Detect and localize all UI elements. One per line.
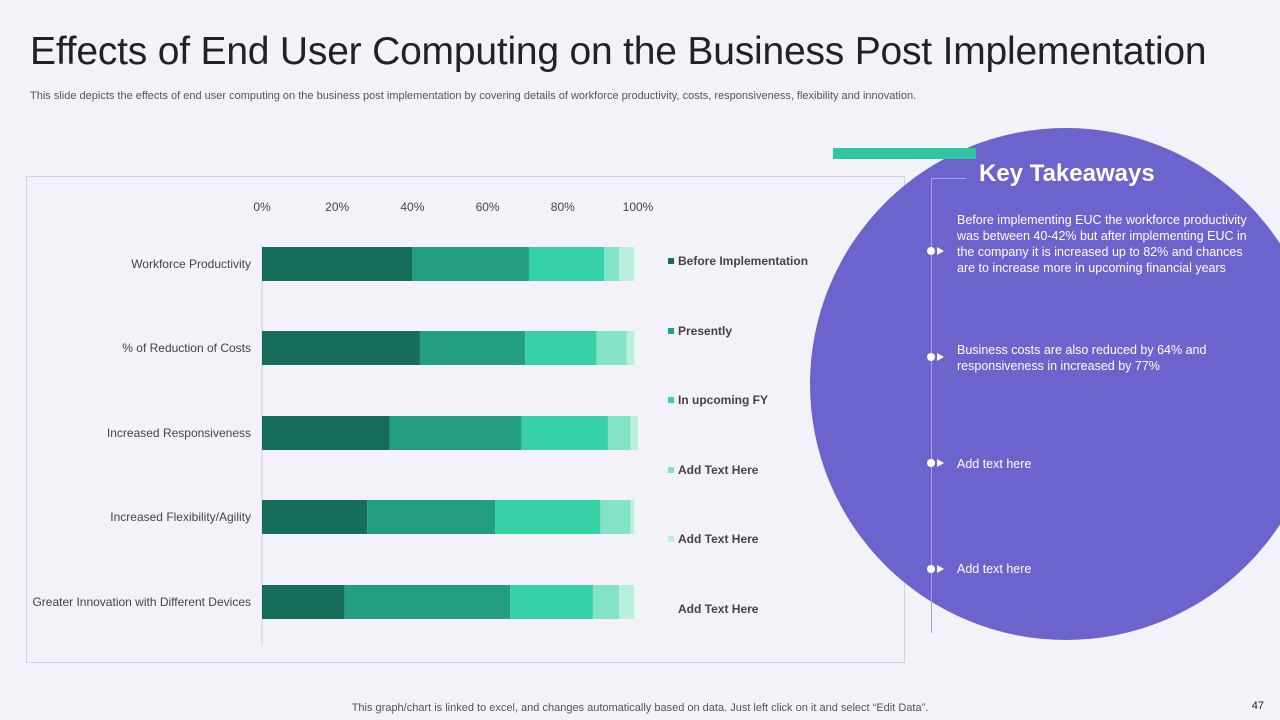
bar-segment xyxy=(596,331,627,365)
bar-segment xyxy=(619,247,635,281)
legend-label: Add Text Here xyxy=(678,463,759,477)
page-number: 47 xyxy=(1251,700,1264,712)
slide-subtitle: This slide depicts the effects of end us… xyxy=(30,90,917,102)
bar-segment xyxy=(634,331,638,365)
legend-swatch xyxy=(668,467,674,473)
accent-bar xyxy=(833,148,976,159)
category-label: Greater Innovation with Different Device… xyxy=(32,595,251,609)
x-tick-label: 0% xyxy=(253,200,271,214)
category-label: Workforce Productivity xyxy=(131,257,251,271)
key-takeaways-title: Key Takeaways xyxy=(979,160,1155,187)
bar-segment xyxy=(634,247,638,281)
bar-segment xyxy=(528,247,605,281)
takeaway-item-2: Business costs are also reduced by 64% a… xyxy=(957,343,1207,373)
takeaway-item-4: Add text here xyxy=(957,562,1032,576)
legend-label: Add Text Here xyxy=(678,532,759,546)
legend-swatch xyxy=(668,328,674,334)
legend-label: Presently xyxy=(678,324,732,338)
bar-segment xyxy=(600,500,631,534)
bar-segment xyxy=(592,585,620,619)
x-tick-label: 100% xyxy=(623,200,654,214)
chart-canvas: 0% 20% 40% 60% 80% 100% Workforce Productivity… xyxy=(32,200,808,645)
x-tick-label: 80% xyxy=(551,200,575,214)
bullet-marker-icon xyxy=(927,458,947,468)
x-tick-label: 60% xyxy=(476,200,500,214)
bar-segment xyxy=(344,585,511,619)
bullet-marker-icon xyxy=(927,352,947,362)
bullet-marker-icon xyxy=(927,246,947,256)
bar-segment xyxy=(634,500,638,534)
bar-segment xyxy=(262,500,368,534)
bar-segment xyxy=(607,416,631,450)
timeline-line xyxy=(931,178,932,633)
bullet-marker-icon xyxy=(927,564,947,574)
legend-label: Add Text Here xyxy=(678,602,759,616)
legend-label: In upcoming FY xyxy=(678,393,768,407)
takeaway-item-3: Add text here xyxy=(957,457,1032,471)
legend-swatch xyxy=(668,397,674,403)
slide-title: Effects of End User Computing on the Bus… xyxy=(30,30,1207,73)
bar-segment xyxy=(630,500,635,534)
bar-segment xyxy=(521,416,608,450)
bar-segment xyxy=(619,585,635,619)
takeaway-item-1: Before implementing EUC the workforce pr… xyxy=(957,213,1247,275)
bar-segment xyxy=(367,500,496,534)
bar-segment xyxy=(510,585,593,619)
legend-label: Before Implementation xyxy=(678,254,808,268)
bar-segment xyxy=(634,585,638,619)
category-label: Increased Flexibility/Agility xyxy=(110,510,251,524)
x-tick-label: 40% xyxy=(400,200,424,214)
legend-swatch xyxy=(668,258,674,264)
takeaways-circle xyxy=(810,128,1280,640)
timeline-tick xyxy=(931,178,966,179)
bar-segment xyxy=(262,585,345,619)
category-label: % of Reduction of Costs xyxy=(122,341,251,355)
legend-swatch xyxy=(668,606,674,612)
bar-segment xyxy=(495,500,601,534)
bar-segment xyxy=(525,331,597,365)
bar-segment xyxy=(630,416,638,450)
bar-segment xyxy=(262,247,413,281)
bar-segment xyxy=(626,331,635,365)
bar-segment xyxy=(262,416,390,450)
legend-swatch xyxy=(668,536,674,542)
category-label: Increased Responsiveness xyxy=(107,426,251,440)
bar-segment xyxy=(412,247,529,281)
bar-segment xyxy=(419,331,526,365)
bar-segment xyxy=(262,331,420,365)
chart-link-note: This graph/chart is linked to excel, and… xyxy=(351,702,929,714)
bar-segment xyxy=(604,247,620,281)
stacked-bar-chart[interactable]: 0% 20% 40% 60% 80% 100% Workforce Productivity… xyxy=(26,176,905,663)
x-tick-label: 20% xyxy=(325,200,349,214)
bar-segment xyxy=(389,416,522,450)
